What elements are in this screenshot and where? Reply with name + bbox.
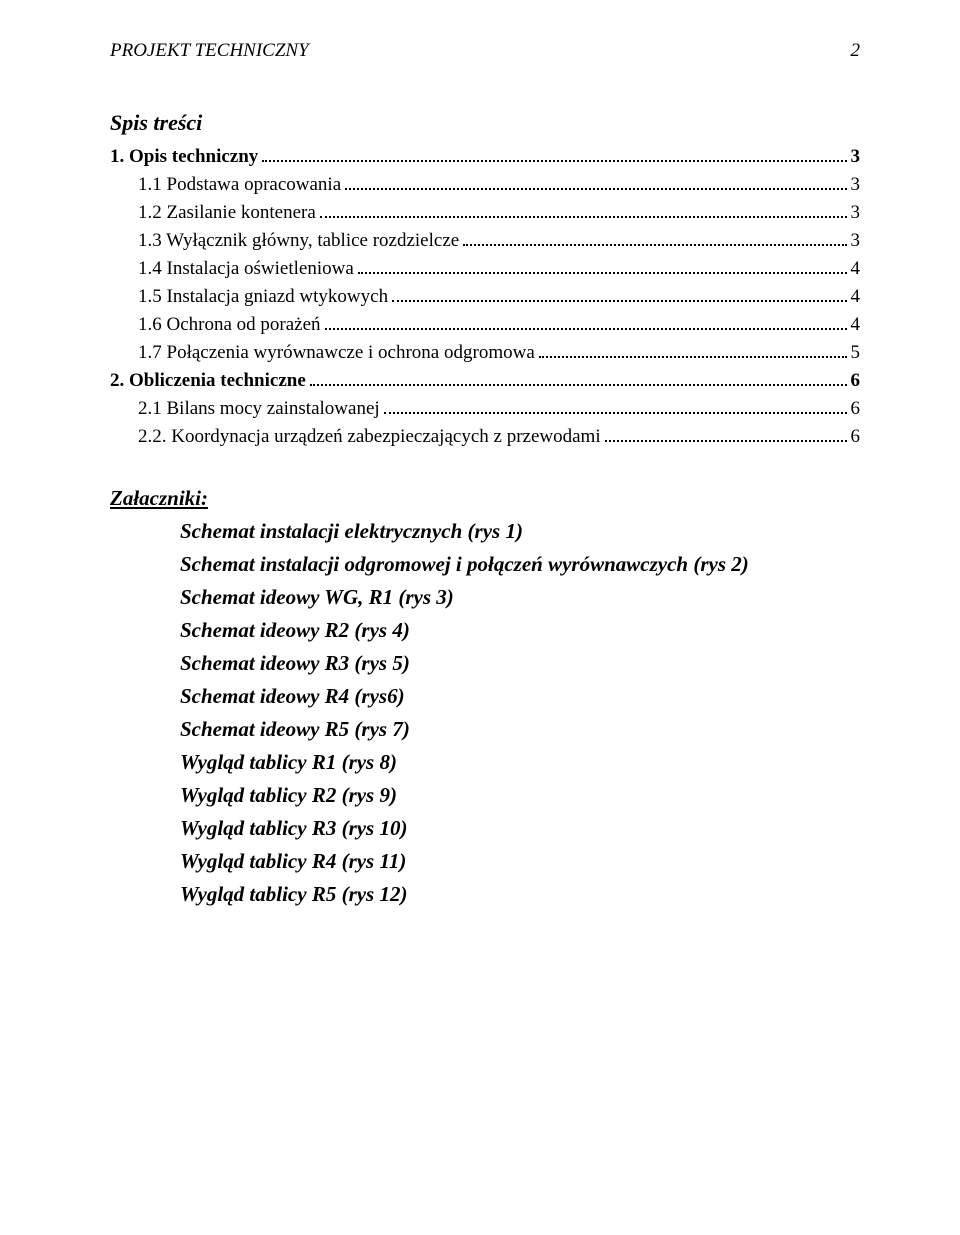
toc-leader [539,343,847,358]
toc-entry-label: 1.3 Wyłącznik główny, tablice rozdzielcz… [138,230,459,252]
doc-title: PROJEKT TECHNICZNY [110,40,309,62]
toc-entry-label: 2.1 Bilans mocy zainstalowanej [138,398,380,420]
toc-entry-page: 4 [851,258,861,280]
attachment-item: Schemat ideowy R4 (rys6) [180,684,860,709]
toc-entry: 1.3 Wyłącznik główny, tablice rozdzielcz… [110,230,860,252]
toc-entry-page: 6 [851,398,861,420]
toc-entry-label: 1. Opis techniczny [110,146,258,168]
attachment-item: Wygląd tablicy R1 (rys 8) [180,750,860,775]
toc-entry: 1.2 Zasilanie kontenera 3 [110,202,860,224]
attachments-list: Schemat instalacji elektrycznych (rys 1)… [110,519,860,907]
toc-entry-label: 2.2. Koordynacja urządzeń zabezpieczając… [138,426,601,448]
toc-entry-page: 6 [851,370,861,392]
attachment-item: Schemat ideowy WG, R1 (rys 3) [180,585,860,610]
toc-leader [262,147,846,162]
toc-leader [605,427,847,442]
attachment-item: Schemat ideowy R2 (rys 4) [180,618,860,643]
document-page: PROJEKT TECHNICZNY 2 Spis treści 1. Opis… [0,0,960,1235]
toc-entry-page: 3 [851,202,861,224]
toc-entry-label: 1.6 Ochrona od porażeń [138,314,321,336]
attachment-item: Schemat ideowy R3 (rys 5) [180,651,860,676]
toc-entry-label: 1.7 Połączenia wyrównawcze i ochrona odg… [138,342,535,364]
attachment-item: Wygląd tablicy R5 (rys 12) [180,882,860,907]
toc-leader [320,203,847,218]
toc-heading: Spis treści [110,110,860,136]
toc-entry-page: 4 [851,286,861,308]
toc-entry-label: 1.2 Zasilanie kontenera [138,202,316,224]
toc-entry-page: 3 [851,230,861,252]
attachment-item: Schemat ideowy R5 (rys 7) [180,717,860,742]
toc-entry-page: 6 [851,426,861,448]
toc-entry: 1. Opis techniczny 3 [110,146,860,168]
toc-entry-label: 1.5 Instalacja gniazd wtykowych [138,286,388,308]
toc-entry: 1.4 Instalacja oświetleniowa 4 [110,258,860,280]
toc-entry-page: 3 [851,146,861,168]
toc-entry-label: 1.1 Podstawa opracowania [138,174,341,196]
toc-leader [325,315,847,330]
attachment-item: Schemat instalacji elektrycznych (rys 1) [180,519,860,544]
toc-entry: 2.2. Koordynacja urządzeń zabezpieczając… [110,426,860,448]
toc-entry: 1.1 Podstawa opracowania 3 [110,174,860,196]
page-number: 2 [851,40,861,62]
attachment-item: Wygląd tablicy R2 (rys 9) [180,783,860,808]
toc-entry-page: 5 [851,342,861,364]
toc-leader [463,231,846,246]
toc-entry-label: 1.4 Instalacja oświetleniowa [138,258,354,280]
attachment-item: Schemat instalacji odgromowej i połączeń… [180,552,860,577]
attachment-item: Wygląd tablicy R4 (rys 11) [180,849,860,874]
page-header: PROJEKT TECHNICZNY 2 [110,40,860,62]
toc-leader [345,175,846,190]
toc-leader [392,287,846,302]
toc-entry-label: 2. Obliczenia techniczne [110,370,306,392]
toc-leader [310,371,847,386]
toc-entry: 1.7 Połączenia wyrównawcze i ochrona odg… [110,342,860,364]
toc-entry: 1.6 Ochrona od porażeń 4 [110,314,860,336]
attachments-heading: Załaczniki: [110,486,860,511]
toc: 1. Opis techniczny31.1 Podstawa opracowa… [110,146,860,448]
toc-entry: 1.5 Instalacja gniazd wtykowych 4 [110,286,860,308]
toc-entry: 2. Obliczenia techniczne 6 [110,370,860,392]
toc-leader [384,399,847,414]
toc-entry-page: 4 [851,314,861,336]
toc-leader [358,259,847,274]
toc-entry: 2.1 Bilans mocy zainstalowanej 6 [110,398,860,420]
attachment-item: Wygląd tablicy R3 (rys 10) [180,816,860,841]
toc-entry-page: 3 [851,174,861,196]
